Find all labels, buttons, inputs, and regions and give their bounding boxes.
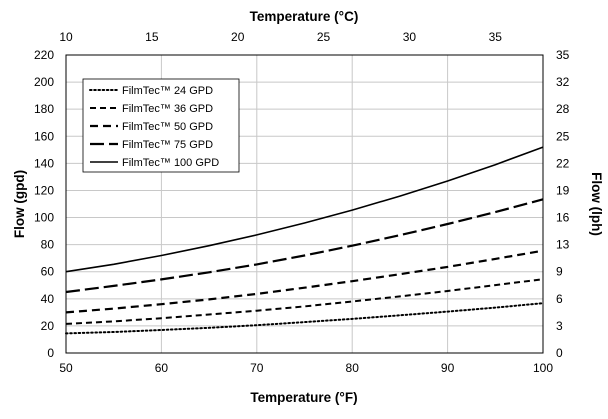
legend-label-1: FilmTec™ 24 GPD xyxy=(122,85,213,97)
y-tick-label: 60 xyxy=(41,265,55,279)
y-tick-label: 40 xyxy=(41,292,55,306)
series-line-3 xyxy=(65,249,544,314)
y-tick-label: 180 xyxy=(34,102,54,116)
y-axis-title: Flow (gpd) xyxy=(12,170,27,238)
x2-tick-label: 35 xyxy=(489,30,503,44)
y-tick-label: 0 xyxy=(47,346,54,360)
y-tick-label: 220 xyxy=(34,48,54,62)
y-tick-label: 140 xyxy=(34,156,54,170)
y-axis-left-ticks: 0 20 40 60 80 100 120 140 160 180 200 220 xyxy=(34,48,54,360)
y2-tick-label: 32 xyxy=(556,75,570,89)
x-tick-label: 80 xyxy=(346,361,360,375)
series-line-1 xyxy=(65,302,544,335)
y-tick-label: 200 xyxy=(34,75,54,89)
y2-tick-label: 6 xyxy=(556,292,563,306)
x2-tick-label: 15 xyxy=(145,30,159,44)
legend-label-4: FilmTec™ 75 GPD xyxy=(122,139,213,151)
x-axis-bottom-ticks: 50 60 70 80 90 100 xyxy=(59,361,553,375)
legend: FilmTec™ 24 GPD FilmTec™ 36 GPD FilmTec™ 5… xyxy=(82,78,240,173)
legend-label-5: FilmTec™ 100 GPD xyxy=(122,157,219,169)
x2-axis-title: Temperature (°C) xyxy=(250,9,359,24)
y2-tick-label: 35 xyxy=(556,48,570,62)
y2-tick-label: 0 xyxy=(556,346,563,360)
x-tick-label: 100 xyxy=(533,361,553,375)
y2-tick-label: 16 xyxy=(556,211,570,225)
y2-tick-label: 25 xyxy=(556,129,570,143)
x2-tick-label: 25 xyxy=(317,30,331,44)
series-lines xyxy=(65,146,544,335)
series-line-4 xyxy=(65,198,544,294)
x-tick-label: 50 xyxy=(59,361,73,375)
y2-tick-label: 3 xyxy=(556,319,563,333)
plot-frame xyxy=(65,54,544,354)
y2-tick-label: 28 xyxy=(556,102,570,116)
y2-tick-label: 13 xyxy=(556,238,570,252)
y-tick-label: 80 xyxy=(41,238,55,252)
x-axis-title: Temperature (°F) xyxy=(250,390,357,405)
y-tick-label: 120 xyxy=(34,183,54,197)
x2-tick-label: 30 xyxy=(403,30,417,44)
y-tick-label: 20 xyxy=(41,319,55,333)
y2-tick-label: 9 xyxy=(556,265,563,279)
y-axis-right-ticks: 0 3 6 9 13 16 19 22 25 28 32 35 xyxy=(556,48,570,360)
series-line-2 xyxy=(65,278,544,325)
y-tick-label: 160 xyxy=(34,129,54,143)
y2-axis-title: Flow (lph) xyxy=(589,172,604,236)
x-tick-label: 90 xyxy=(441,361,455,375)
y-tick-label: 100 xyxy=(34,211,54,225)
x-tick-label: 60 xyxy=(155,361,169,375)
y2-tick-label: 19 xyxy=(556,183,570,197)
series-line-5 xyxy=(65,146,544,273)
x-axis-top-ticks: 10 15 20 25 30 35 xyxy=(59,30,502,44)
x-tick-label: 70 xyxy=(250,361,264,375)
legend-label-3: FilmTec™ 50 GPD xyxy=(122,121,213,133)
legend-label-2: FilmTec™ 36 GPD xyxy=(122,103,213,115)
x2-tick-label: 20 xyxy=(231,30,245,44)
y2-tick-label: 22 xyxy=(556,156,570,170)
x2-tick-label: 10 xyxy=(59,30,73,44)
